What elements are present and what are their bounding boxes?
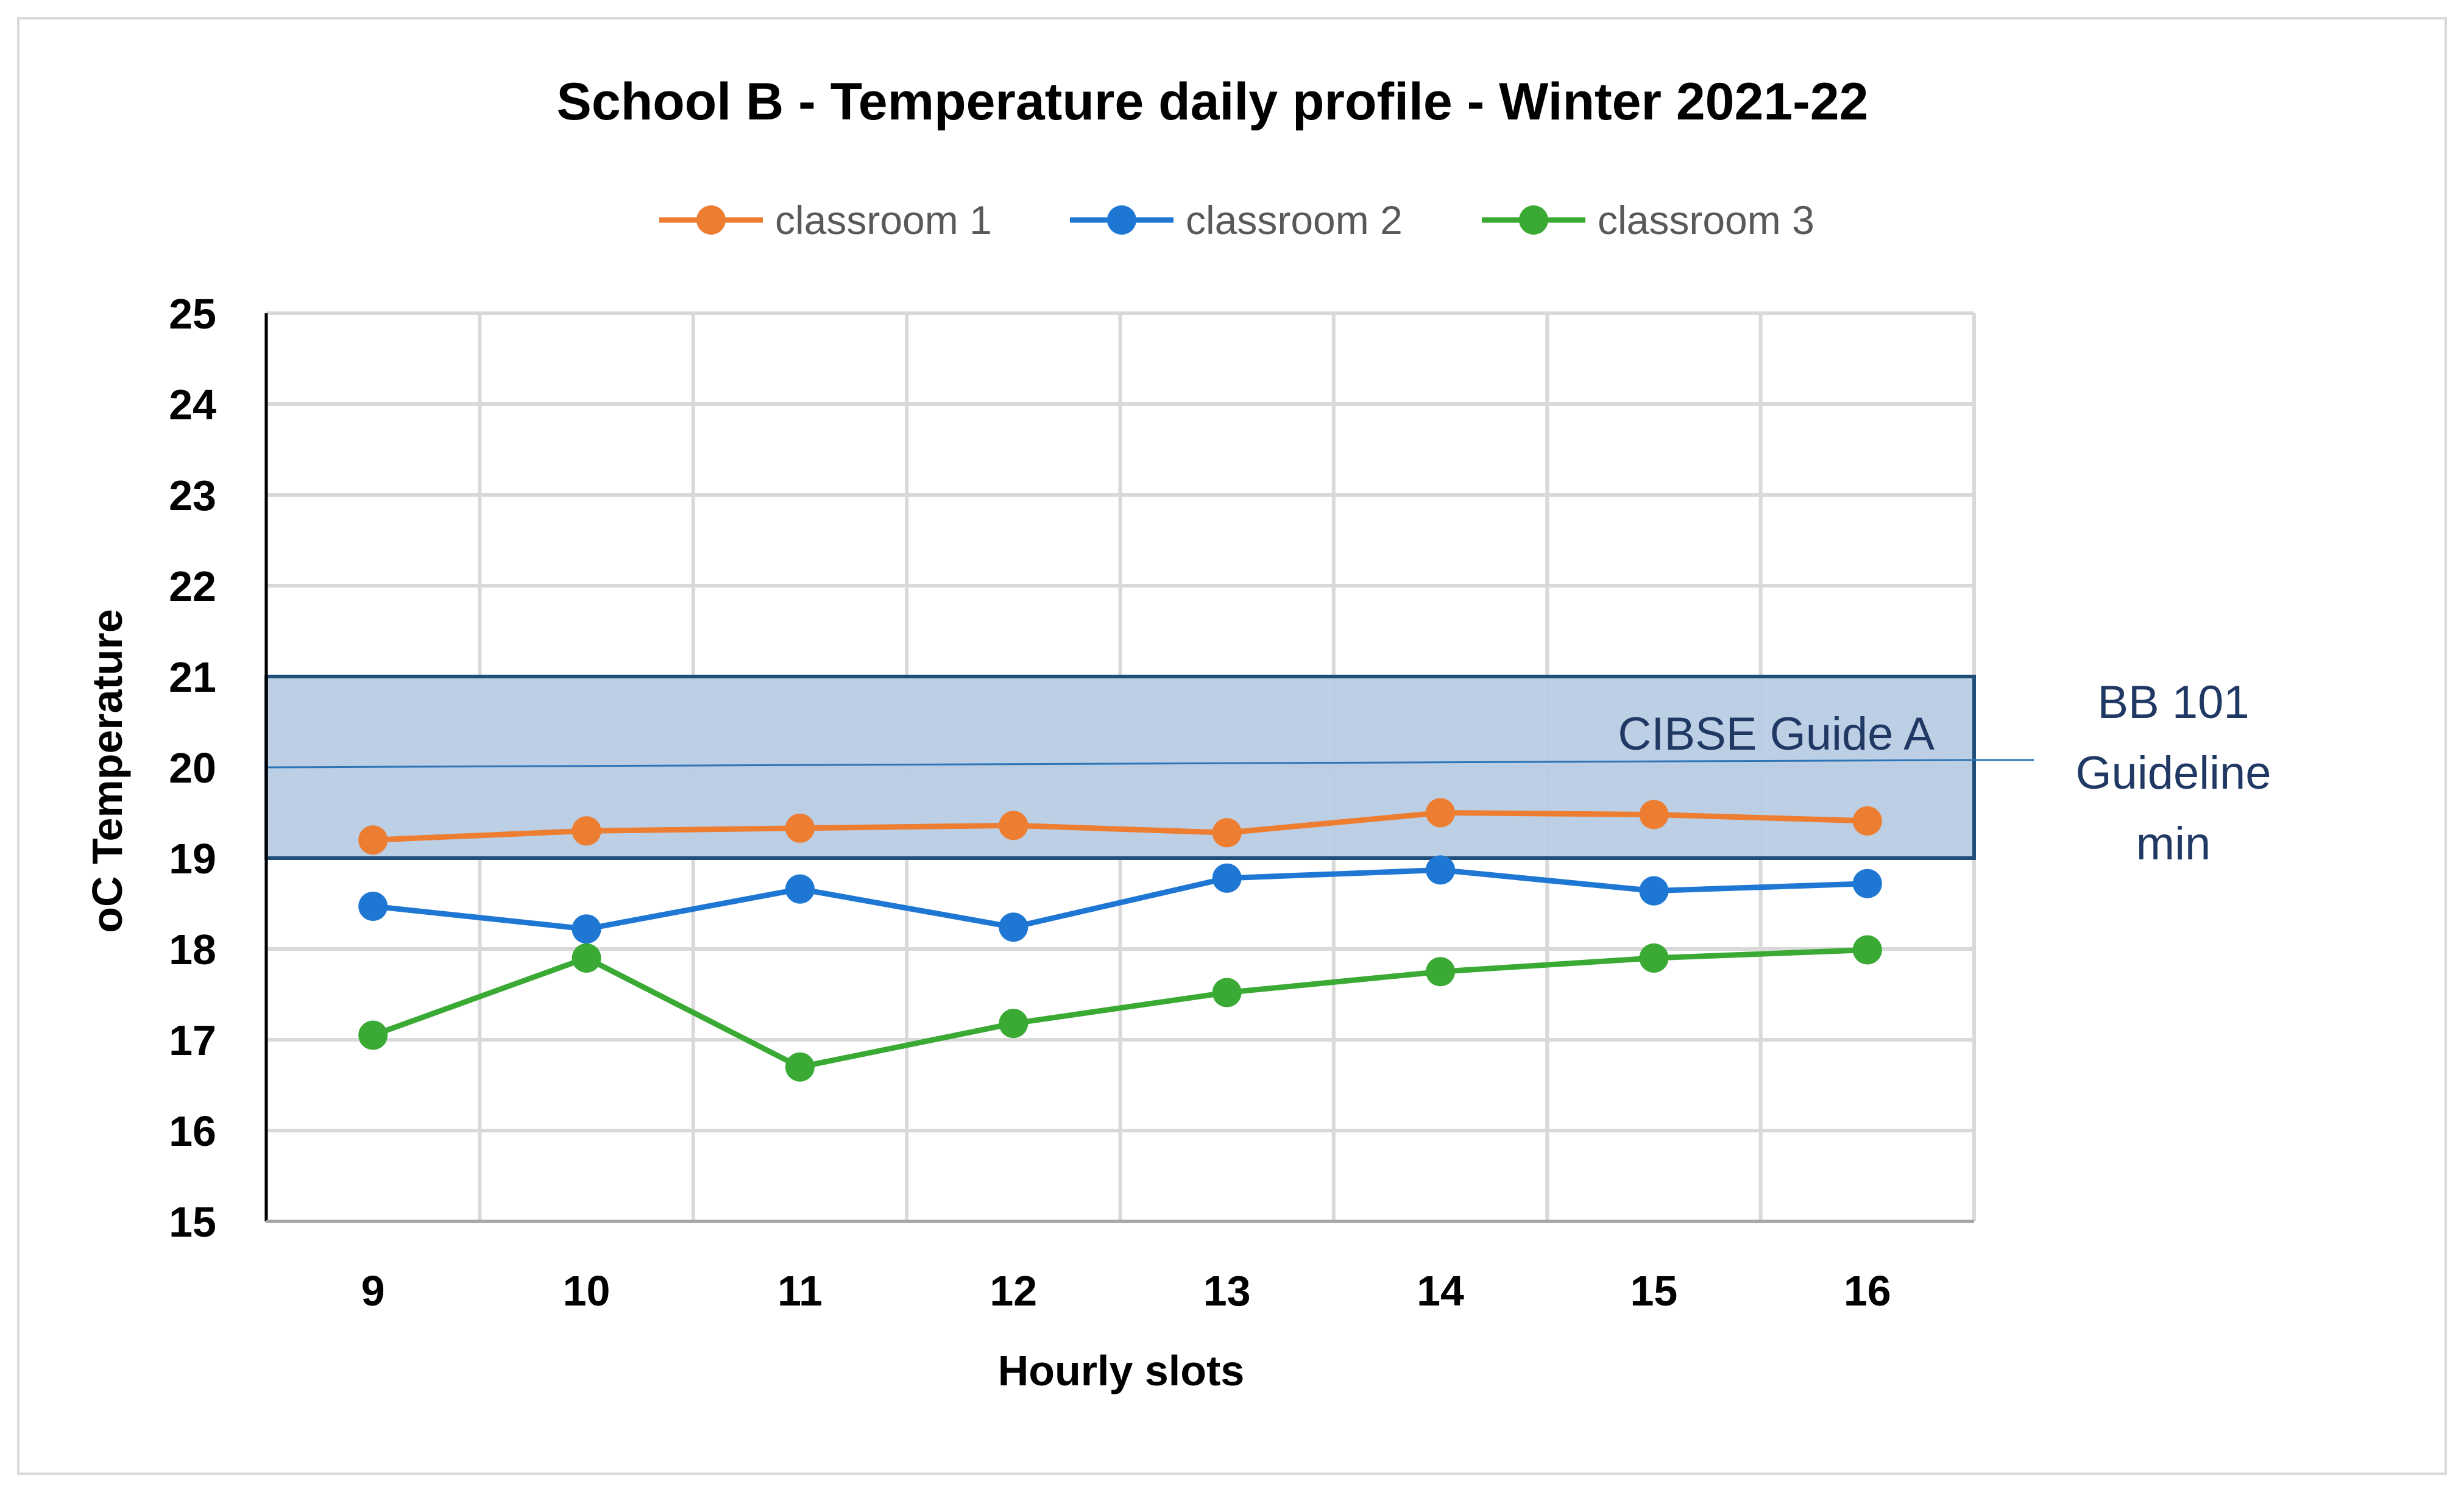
series-line-classroom-3 (372, 947, 1867, 1070)
data-point-classroom-2 (1212, 863, 1242, 893)
y-tick-label: 19 (169, 835, 216, 883)
data-point-classroom-3 (358, 1020, 388, 1050)
data-point-classroom-2 (358, 891, 388, 921)
data-point-classroom-1 (1212, 818, 1242, 848)
data-point-classroom-3 (1852, 935, 1882, 965)
data-point-classroom-2 (1639, 876, 1669, 906)
y-tick-label: 15 (169, 1198, 216, 1246)
reference-label-line: BB 101 (2097, 677, 2249, 728)
reference-line (266, 759, 1975, 769)
x-tick-label: 11 (777, 1267, 823, 1315)
legend-label-classroom-2: classroom 2 (1186, 197, 1403, 243)
data-point-classroom-1 (1852, 806, 1882, 836)
x-tick-label: 14 (1417, 1267, 1464, 1315)
x-tick-label: 13 (1203, 1267, 1251, 1315)
x-tick-label: 10 (563, 1267, 611, 1315)
x-axis-title: Hourly slots (998, 1347, 1245, 1394)
legend: classroom 1 classroom 2 classroom 3 (659, 197, 1814, 243)
data-point-classroom-1 (999, 811, 1028, 840)
data-point-classroom-3 (1212, 978, 1242, 1007)
legend-marker-classroom-2 (1107, 205, 1136, 235)
legend-marker-classroom-3 (1519, 205, 1548, 235)
data-point-classroom-2 (785, 874, 815, 904)
plot-area: CIBSE Guide A BB 101 Guideline min 15 16 17 18 1… (169, 290, 2271, 1315)
y-tick-label: 22 (169, 563, 216, 610)
data-point-classroom-1 (785, 813, 815, 843)
data-point-classroom-2 (1852, 869, 1882, 898)
reference-label-line: Guideline (2075, 747, 2271, 799)
y-tick-label: 24 (169, 381, 216, 428)
y-tick-label: 18 (169, 926, 216, 973)
x-tick-label: 12 (989, 1267, 1037, 1315)
data-point-classroom-3 (785, 1052, 815, 1082)
data-point-classroom-3 (1639, 943, 1669, 973)
legend-label-classroom-3: classroom 3 (1598, 197, 1814, 243)
chart-title: School B - Temperature daily profile - W… (557, 73, 1869, 131)
series-line-classroom-2 (372, 867, 1867, 932)
data-point-classroom-2 (1426, 855, 1456, 885)
legend-marker-classroom-1 (696, 205, 726, 235)
y-tick-label: 20 (169, 744, 216, 792)
band-label: CIBSE Guide A (1618, 708, 1935, 760)
x-tick-label: 9 (361, 1267, 385, 1315)
data-point-classroom-1 (1639, 800, 1669, 829)
y-tick-label: 23 (169, 472, 216, 519)
data-point-classroom-3 (999, 1009, 1028, 1039)
data-point-classroom-2 (572, 914, 601, 944)
y-tick-label: 21 (169, 653, 216, 701)
y-tick-label: 17 (169, 1017, 216, 1064)
x-tick-label: 15 (1630, 1267, 1678, 1315)
y-axis-title: oC Temperature (83, 609, 131, 933)
legend-label-classroom-1: classroom 1 (775, 197, 992, 243)
data-point-classroom-1 (1426, 798, 1456, 828)
data-point-classroom-2 (999, 912, 1028, 942)
reference-label-line: min (2136, 818, 2211, 870)
x-tick-label: 16 (1844, 1267, 1891, 1315)
y-tick-label: 16 (169, 1107, 216, 1155)
data-point-classroom-1 (358, 825, 388, 855)
data-point-classroom-3 (572, 943, 601, 973)
y-tick-label: 25 (169, 290, 216, 338)
data-point-classroom-1 (572, 816, 601, 846)
series-line-classroom-1 (372, 810, 1867, 843)
data-point-classroom-3 (1426, 957, 1456, 987)
